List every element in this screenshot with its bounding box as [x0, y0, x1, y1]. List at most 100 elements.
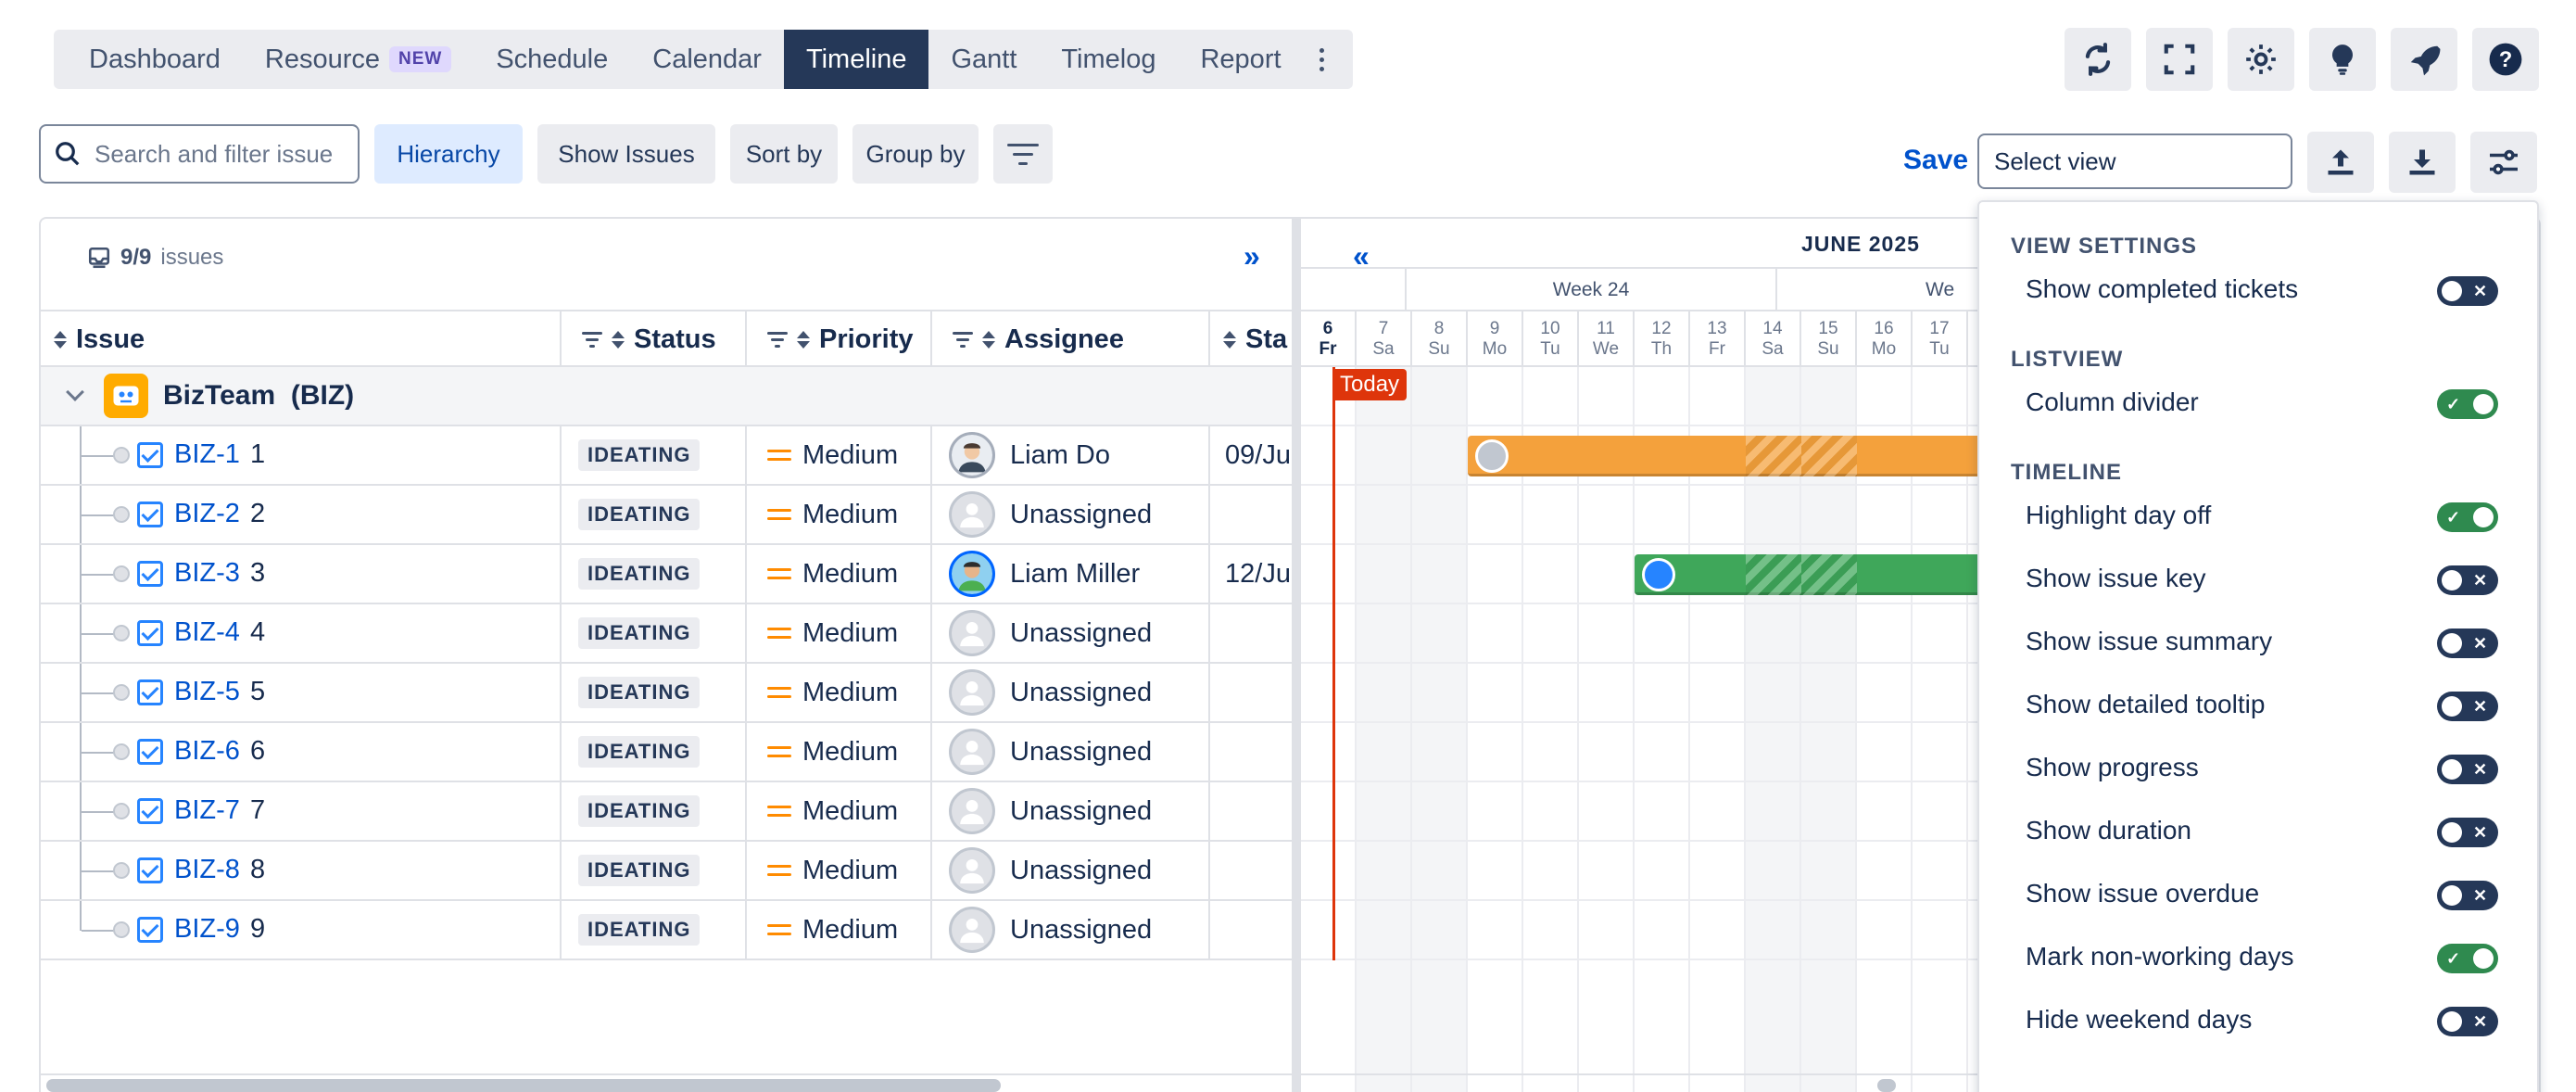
priority-cell[interactable]: Medium: [747, 782, 932, 840]
status-cell[interactable]: IDEATING: [562, 604, 747, 662]
status-cell[interactable]: IDEATING: [562, 723, 747, 781]
save-link[interactable]: Save: [1903, 145, 1969, 175]
search-input[interactable]: [95, 139, 345, 169]
gear-icon[interactable]: [2228, 28, 2294, 91]
toggle-hide-weekend-days[interactable]: ✕: [2437, 1007, 2498, 1036]
issue-key-link[interactable]: BIZ-7: [174, 795, 240, 825]
view-settings-icon[interactable]: [2470, 132, 2537, 193]
assignee-cell[interactable]: Unassigned: [932, 664, 1210, 721]
priority-cell[interactable]: Medium: [747, 545, 932, 603]
table-row[interactable]: BIZ-3 3 IDEATING Medium Liam Miller 12/Ju: [41, 545, 1292, 604]
tab-dashboard[interactable]: Dashboard: [67, 30, 243, 89]
expand-dot-icon[interactable]: [113, 684, 130, 701]
table-row[interactable]: BIZ-7 7 IDEATING Medium Unassigned: [41, 782, 1292, 842]
status-cell[interactable]: IDEATING: [562, 545, 747, 603]
list-horizontal-scrollbar[interactable]: [46, 1079, 1001, 1092]
start-date-cell[interactable]: [1210, 782, 1292, 840]
toggle-highlight-day-off[interactable]: ✓: [2437, 502, 2498, 532]
expand-dot-icon[interactable]: [113, 803, 130, 819]
more-menu-icon[interactable]: [1304, 30, 1341, 89]
col-assignee[interactable]: Assignee: [932, 311, 1210, 367]
priority-cell[interactable]: Medium: [747, 842, 932, 899]
table-row[interactable]: BIZ-1 1 IDEATING Medium Liam Do 09/Ju: [41, 426, 1292, 486]
expand-dot-icon[interactable]: [113, 921, 130, 938]
rocket-icon[interactable]: [2391, 28, 2457, 91]
status-cell[interactable]: IDEATING: [562, 782, 747, 840]
expand-dot-icon[interactable]: [113, 625, 130, 641]
tab-schedule[interactable]: Schedule: [474, 30, 630, 89]
table-row[interactable]: BIZ-2 2 IDEATING Medium Unassigned: [41, 486, 1292, 545]
toggle-show-detailed-tooltip[interactable]: ✕: [2437, 692, 2498, 721]
panel-splitter[interactable]: [1292, 219, 1301, 1092]
assignee-cell[interactable]: Unassigned: [932, 901, 1210, 959]
start-date-cell[interactable]: 09/Ju: [1210, 426, 1292, 484]
status-cell[interactable]: IDEATING: [562, 901, 747, 959]
start-date-cell[interactable]: [1210, 604, 1292, 662]
toggle-show-issue-overdue[interactable]: ✕: [2437, 881, 2498, 910]
issue-key-link[interactable]: BIZ-5: [174, 677, 240, 706]
expand-dot-icon[interactable]: [113, 565, 130, 582]
group-by-button[interactable]: Group by: [852, 124, 979, 184]
assignee-cell[interactable]: Unassigned: [932, 842, 1210, 899]
help-icon[interactable]: ?: [2472, 28, 2539, 91]
priority-cell[interactable]: Medium: [747, 664, 932, 721]
download-icon[interactable]: [2389, 132, 2456, 193]
status-cell[interactable]: IDEATING: [562, 426, 747, 484]
col-issue[interactable]: Issue: [41, 311, 562, 367]
tab-resource[interactable]: Resource NEW: [243, 30, 474, 89]
col-status[interactable]: Status: [562, 311, 747, 367]
expand-dot-icon[interactable]: [113, 862, 130, 879]
toggle-show-issue-key[interactable]: ✕: [2437, 565, 2498, 595]
assignee-cell[interactable]: Unassigned: [932, 723, 1210, 781]
start-date-cell[interactable]: [1210, 842, 1292, 899]
issue-key-link[interactable]: BIZ-6: [174, 736, 240, 766]
expand-dot-icon[interactable]: [113, 447, 130, 463]
assignee-cell[interactable]: Liam Miller: [932, 545, 1210, 603]
priority-cell[interactable]: Medium: [747, 723, 932, 781]
expand-list-button[interactable]: «: [1353, 239, 1370, 273]
upload-icon[interactable]: [2307, 132, 2374, 193]
timeline-bar[interactable]: [1635, 554, 2005, 595]
start-date-cell[interactable]: [1210, 664, 1292, 721]
fullscreen-icon[interactable]: [2146, 28, 2213, 91]
filter-button[interactable]: [993, 124, 1053, 184]
chevron-down-icon[interactable]: [66, 383, 84, 401]
issue-key-link[interactable]: BIZ-3: [174, 558, 240, 588]
status-cell[interactable]: IDEATING: [562, 486, 747, 543]
start-date-cell[interactable]: [1210, 486, 1292, 543]
issue-key-link[interactable]: BIZ-1: [174, 439, 240, 469]
assignee-cell[interactable]: Unassigned: [932, 486, 1210, 543]
assignee-cell[interactable]: Unassigned: [932, 782, 1210, 840]
priority-cell[interactable]: Medium: [747, 426, 932, 484]
sync-icon[interactable]: [2065, 28, 2131, 91]
sort-by-button[interactable]: Sort by: [730, 124, 838, 184]
start-date-cell[interactable]: 12/Ju: [1210, 545, 1292, 603]
issue-key-link[interactable]: BIZ-2: [174, 499, 240, 528]
hierarchy-button[interactable]: Hierarchy: [374, 124, 523, 184]
collapse-list-button[interactable]: »: [1244, 239, 1260, 273]
expand-dot-icon[interactable]: [113, 506, 130, 523]
issue-key-link[interactable]: BIZ-4: [174, 617, 240, 647]
col-priority[interactable]: Priority: [747, 311, 932, 367]
expand-dot-icon[interactable]: [113, 743, 130, 760]
toggle-show-duration[interactable]: ✕: [2437, 818, 2498, 847]
select-view-dropdown[interactable]: Select view: [1977, 133, 2292, 189]
issue-key-link[interactable]: BIZ-8: [174, 855, 240, 884]
status-cell[interactable]: IDEATING: [562, 664, 747, 721]
table-row[interactable]: BIZ-5 5 IDEATING Medium Unassigned: [41, 664, 1292, 723]
assignee-cell[interactable]: Liam Do: [932, 426, 1210, 484]
priority-cell[interactable]: Medium: [747, 604, 932, 662]
table-row[interactable]: BIZ-9 9 IDEATING Medium Unassigned: [41, 901, 1292, 960]
chart-horizontal-scrollbar[interactable]: [1877, 1079, 1896, 1092]
tab-report[interactable]: Report: [1178, 30, 1303, 89]
start-date-cell[interactable]: [1210, 901, 1292, 959]
toggle-show-issue-summary[interactable]: ✕: [2437, 629, 2498, 658]
toggle-show-progress[interactable]: ✕: [2437, 755, 2498, 784]
table-row[interactable]: BIZ-6 6 IDEATING Medium Unassigned: [41, 723, 1292, 782]
table-row[interactable]: BIZ-8 8 IDEATING Medium Unassigned: [41, 842, 1292, 901]
start-date-cell[interactable]: [1210, 723, 1292, 781]
show-issues-button[interactable]: Show Issues: [537, 124, 715, 184]
lightbulb-icon[interactable]: [2309, 28, 2376, 91]
tab-timeline[interactable]: Timeline: [783, 30, 929, 89]
tab-timelog[interactable]: Timelog: [1039, 30, 1178, 89]
